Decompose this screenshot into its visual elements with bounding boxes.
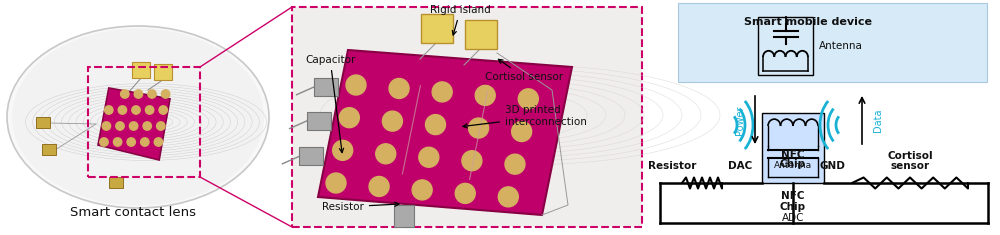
- Circle shape: [369, 176, 389, 196]
- Circle shape: [143, 122, 151, 130]
- Text: Resistor: Resistor: [322, 202, 399, 212]
- Text: Cortisol sensor: Cortisol sensor: [485, 59, 563, 82]
- Circle shape: [154, 138, 163, 146]
- Text: Rigid island: Rigid island: [430, 5, 491, 35]
- Text: Antenna: Antenna: [774, 161, 812, 169]
- Text: 3D printed
interconnection: 3D printed interconnection: [463, 106, 587, 128]
- FancyBboxPatch shape: [42, 144, 56, 155]
- Circle shape: [157, 122, 165, 130]
- Circle shape: [475, 85, 495, 105]
- Text: NFC
Chip: NFC Chip: [780, 150, 806, 169]
- Circle shape: [113, 138, 122, 146]
- Circle shape: [127, 138, 135, 146]
- FancyBboxPatch shape: [299, 147, 323, 165]
- Text: Capacitor: Capacitor: [305, 55, 355, 153]
- Circle shape: [339, 108, 359, 128]
- Text: Power: Power: [735, 105, 745, 135]
- Circle shape: [498, 187, 518, 207]
- Circle shape: [346, 75, 366, 95]
- Circle shape: [121, 90, 129, 98]
- Circle shape: [105, 106, 113, 114]
- FancyBboxPatch shape: [132, 62, 150, 78]
- Ellipse shape: [12, 28, 264, 205]
- Circle shape: [469, 118, 489, 138]
- Circle shape: [118, 106, 127, 114]
- Circle shape: [382, 111, 402, 131]
- Circle shape: [102, 122, 111, 130]
- Circle shape: [100, 138, 108, 146]
- FancyBboxPatch shape: [421, 14, 453, 43]
- Text: NFC
Chip: NFC Chip: [780, 191, 806, 212]
- Circle shape: [134, 90, 143, 98]
- Circle shape: [376, 144, 396, 164]
- Circle shape: [518, 89, 538, 109]
- Circle shape: [419, 147, 439, 167]
- FancyBboxPatch shape: [465, 20, 497, 49]
- Circle shape: [159, 106, 167, 114]
- Ellipse shape: [7, 26, 269, 208]
- Circle shape: [432, 82, 452, 102]
- Circle shape: [412, 180, 432, 200]
- FancyBboxPatch shape: [36, 117, 50, 128]
- Circle shape: [326, 173, 346, 193]
- FancyBboxPatch shape: [678, 3, 987, 82]
- Circle shape: [141, 138, 149, 146]
- Text: ADC: ADC: [782, 213, 804, 223]
- FancyBboxPatch shape: [762, 113, 824, 183]
- Circle shape: [425, 115, 445, 135]
- FancyBboxPatch shape: [154, 64, 172, 80]
- Text: Data: Data: [873, 108, 883, 132]
- Circle shape: [455, 183, 475, 203]
- Circle shape: [148, 90, 156, 98]
- Circle shape: [333, 140, 353, 160]
- Circle shape: [161, 90, 170, 98]
- FancyBboxPatch shape: [109, 177, 123, 188]
- Circle shape: [512, 121, 532, 141]
- Polygon shape: [318, 50, 572, 215]
- Text: Smart contact lens: Smart contact lens: [70, 207, 196, 219]
- Polygon shape: [98, 88, 170, 160]
- Circle shape: [462, 151, 482, 171]
- Circle shape: [505, 154, 525, 174]
- FancyBboxPatch shape: [307, 112, 331, 129]
- Circle shape: [389, 78, 409, 98]
- Text: Resistor: Resistor: [648, 161, 696, 171]
- Circle shape: [129, 122, 138, 130]
- FancyBboxPatch shape: [314, 78, 338, 96]
- Text: Cortisol
sensor: Cortisol sensor: [887, 151, 933, 171]
- FancyBboxPatch shape: [394, 205, 414, 227]
- Text: GND: GND: [819, 161, 845, 171]
- Text: Antenna: Antenna: [819, 41, 863, 51]
- Text: Smart mobile device: Smart mobile device: [744, 17, 872, 27]
- Text: DAC: DAC: [728, 161, 752, 171]
- FancyBboxPatch shape: [292, 7, 642, 227]
- Circle shape: [132, 106, 140, 114]
- Circle shape: [145, 106, 154, 114]
- Circle shape: [116, 122, 124, 130]
